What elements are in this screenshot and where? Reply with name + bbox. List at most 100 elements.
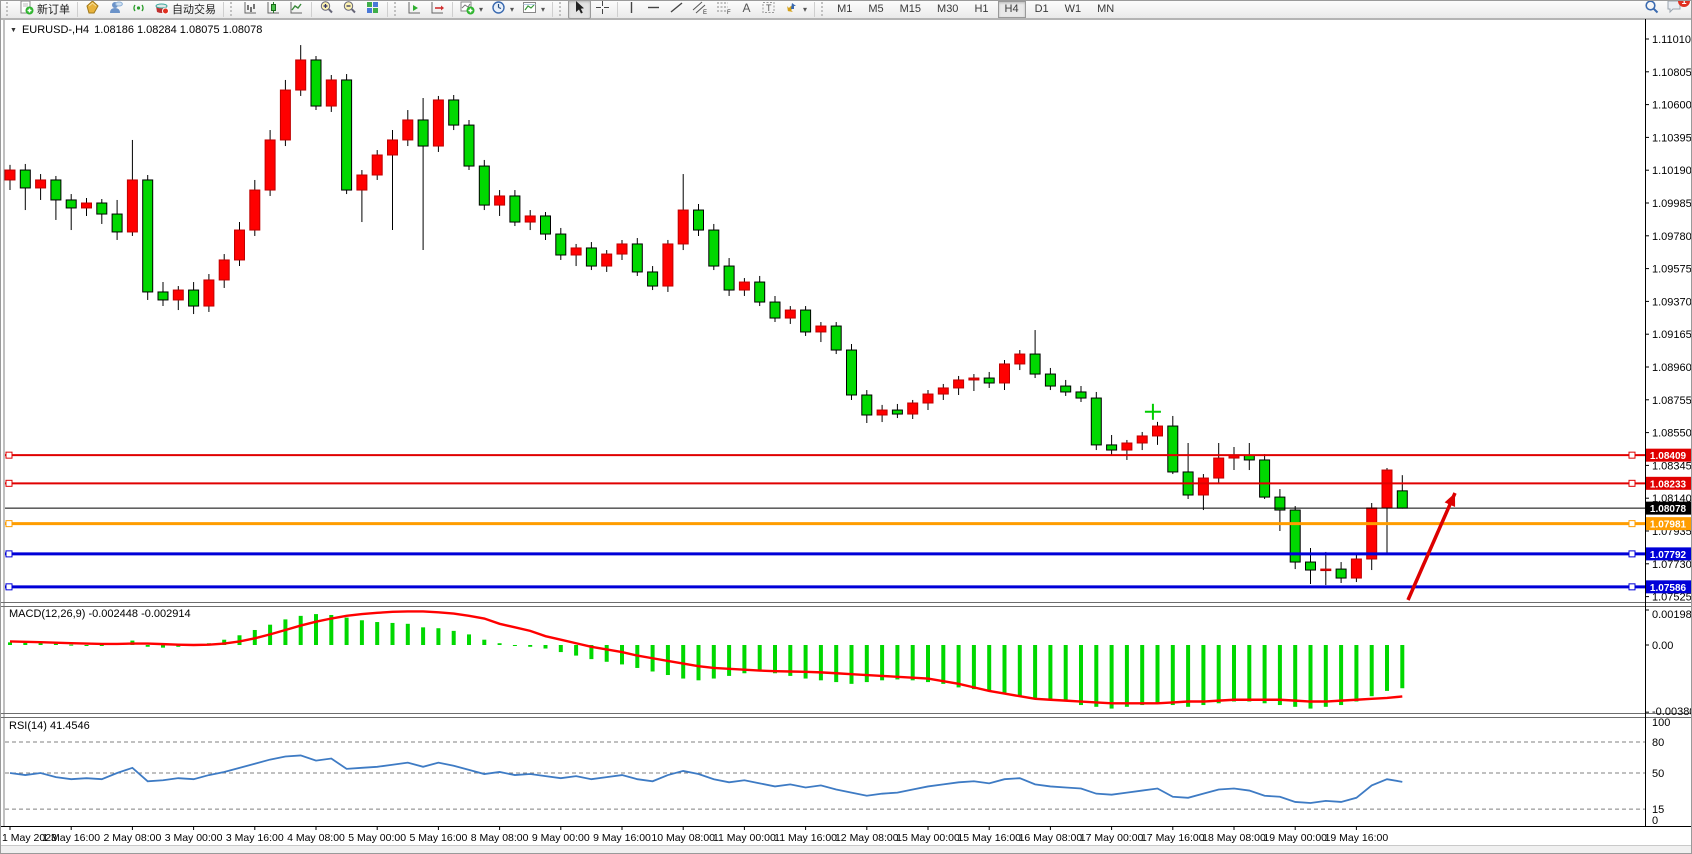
level-price-text: 1.07792	[1650, 550, 1687, 561]
zoom-in-button[interactable]	[315, 0, 338, 19]
timeframe-M30[interactable]: M30	[937, 2, 959, 15]
virtual-hosting-button[interactable]	[104, 0, 127, 19]
indicators-dropdown-caret[interactable]: ▾	[479, 4, 484, 14]
toolbar-grip[interactable]	[559, 2, 565, 16]
level-price-text: 1.08233	[1650, 479, 1687, 490]
separator	[77, 1, 78, 17]
periods-button[interactable]: ▾	[487, 0, 518, 19]
autotrading-button[interactable]: 自动交易	[150, 0, 220, 19]
auto-scroll-button[interactable]	[403, 0, 426, 19]
chart-shift-button[interactable]	[426, 0, 449, 19]
level-price-badge	[1646, 448, 1691, 462]
text-label-tool-button[interactable]: T	[757, 0, 780, 19]
toolbar-grip[interactable]	[394, 2, 400, 16]
level-handle[interactable]	[5, 550, 13, 558]
macd-axis-label: 0.001982	[1652, 609, 1692, 621]
auto-scroll-icon	[407, 0, 422, 18]
candlestick-mode-button[interactable]	[262, 0, 285, 19]
search-icon[interactable]	[1644, 0, 1660, 20]
templates-button[interactable]: ▾	[518, 0, 549, 19]
candle-body	[142, 179, 154, 293]
arrows-dropdown-caret[interactable]: ▾	[803, 4, 808, 14]
arrows-tool-button[interactable]: ▾	[780, 0, 811, 19]
rsi-pane[interactable]: 100 80 50 150	[5, 717, 1670, 827]
macd-histogram-bar	[604, 645, 609, 662]
zoom-out-button[interactable]	[338, 0, 361, 19]
candle-body	[81, 202, 92, 209]
macd-pane[interactable]: 0.001982 0.00 -0.003804	[8, 609, 1692, 718]
vertical-line-tool-button[interactable]	[621, 0, 642, 19]
candle-body	[876, 409, 888, 416]
new-order-label: 新订单	[37, 4, 70, 16]
time-tick-label: 12 May 08:00	[835, 832, 899, 844]
chat-button[interactable]: 1	[1666, 0, 1690, 19]
candle-body	[769, 301, 781, 319]
candle-body	[1274, 496, 1286, 511]
horizontal-levels[interactable]: 1.08409 1.08233 1.08078 1.07981 1.07792 1.075…	[5, 448, 1691, 594]
bar-chart-icon	[243, 0, 258, 18]
timeframe-M15[interactable]: M15	[899, 2, 922, 15]
level-handle[interactable]	[1628, 550, 1636, 558]
candle-body	[157, 291, 169, 301]
level-handle[interactable]	[1628, 520, 1636, 528]
symbol-dropdown-icon[interactable]: ▼	[10, 26, 17, 34]
macd-axis-label: -0.003804	[1652, 706, 1692, 718]
signals-button[interactable]	[127, 0, 150, 19]
macd-histogram-bar	[620, 645, 624, 665]
new-order-button[interactable]: 新订单	[15, 0, 74, 19]
equidistant-channel-tool-button[interactable]: E	[688, 0, 712, 19]
level-handle[interactable]	[5, 479, 13, 487]
symbol-title[interactable]: ▼ EURUSD-,H4 1.08186 1.08284 1.08075 1.0…	[10, 24, 262, 36]
candle-body	[830, 325, 842, 351]
level-handle[interactable]	[1628, 583, 1636, 591]
candle-body	[1060, 385, 1072, 393]
timeframe-M1[interactable]: M1	[837, 2, 853, 15]
time-tick-label: 4 May 08:00	[287, 832, 345, 844]
toolbar-grip[interactable]	[230, 2, 236, 16]
level-handle[interactable]	[5, 451, 13, 459]
bar-chart-mode-button[interactable]	[239, 0, 262, 19]
crosshair-tool-button[interactable]	[591, 0, 614, 19]
timeframe-H4[interactable]: H4	[997, 0, 1026, 18]
text-tool-button[interactable]: A	[736, 0, 757, 19]
time-tick-label: 11 May 00:00	[713, 832, 776, 844]
line-chart-mode-button[interactable]	[285, 0, 308, 19]
candle-body	[356, 174, 368, 191]
level-handle[interactable]	[1628, 479, 1636, 487]
toolbar-grip[interactable]	[6, 2, 12, 16]
level-handle[interactable]	[5, 583, 13, 591]
separator	[311, 1, 312, 17]
indicators-button[interactable]: ▾	[456, 0, 487, 19]
macd-histogram-bar	[1079, 645, 1083, 706]
timeframe-M5[interactable]: M5	[868, 2, 884, 15]
candle-body	[126, 179, 138, 233]
toolbar-grip[interactable]	[821, 2, 827, 16]
level-handle[interactable]	[5, 520, 13, 528]
horizontal-line-tool-button[interactable]	[642, 0, 665, 19]
rsi-line	[9, 754, 1403, 804]
price-axis[interactable]: 1.11010 1.10805 1.10600 1.10395 1.10190 1.099…	[1645, 34, 1692, 604]
price-tick-label: 1.10190	[1652, 165, 1692, 177]
tile-windows-button[interactable]	[361, 0, 384, 19]
timeframe-W1[interactable]: W1	[1064, 2, 1082, 15]
trend-arrow-annotation[interactable]	[1406, 492, 1457, 601]
periods-dropdown-caret[interactable]: ▾	[510, 4, 515, 14]
time-tick-label: 8 May 08:00	[471, 832, 529, 844]
timeframe-H1[interactable]: H1	[974, 2, 989, 15]
timeframe-D1[interactable]: D1	[1034, 2, 1049, 15]
plus-marker-annotation[interactable]	[1144, 403, 1161, 420]
macd-histogram-bar	[512, 645, 517, 646]
candle-body	[601, 253, 613, 267]
templates-dropdown-caret[interactable]: ▾	[541, 4, 546, 14]
chart-shift-icon	[430, 0, 445, 18]
mql5-community-button[interactable]	[81, 0, 104, 19]
candle-body	[1197, 477, 1209, 496]
cursor-tool-button[interactable]	[568, 0, 592, 19]
timeframe-MN[interactable]: MN	[1097, 2, 1115, 15]
trendline-tool-button[interactable]	[665, 0, 688, 19]
level-handle[interactable]	[1628, 451, 1636, 459]
fibonacci-tool-button[interactable]: F	[712, 0, 736, 19]
candle-body	[647, 271, 659, 287]
